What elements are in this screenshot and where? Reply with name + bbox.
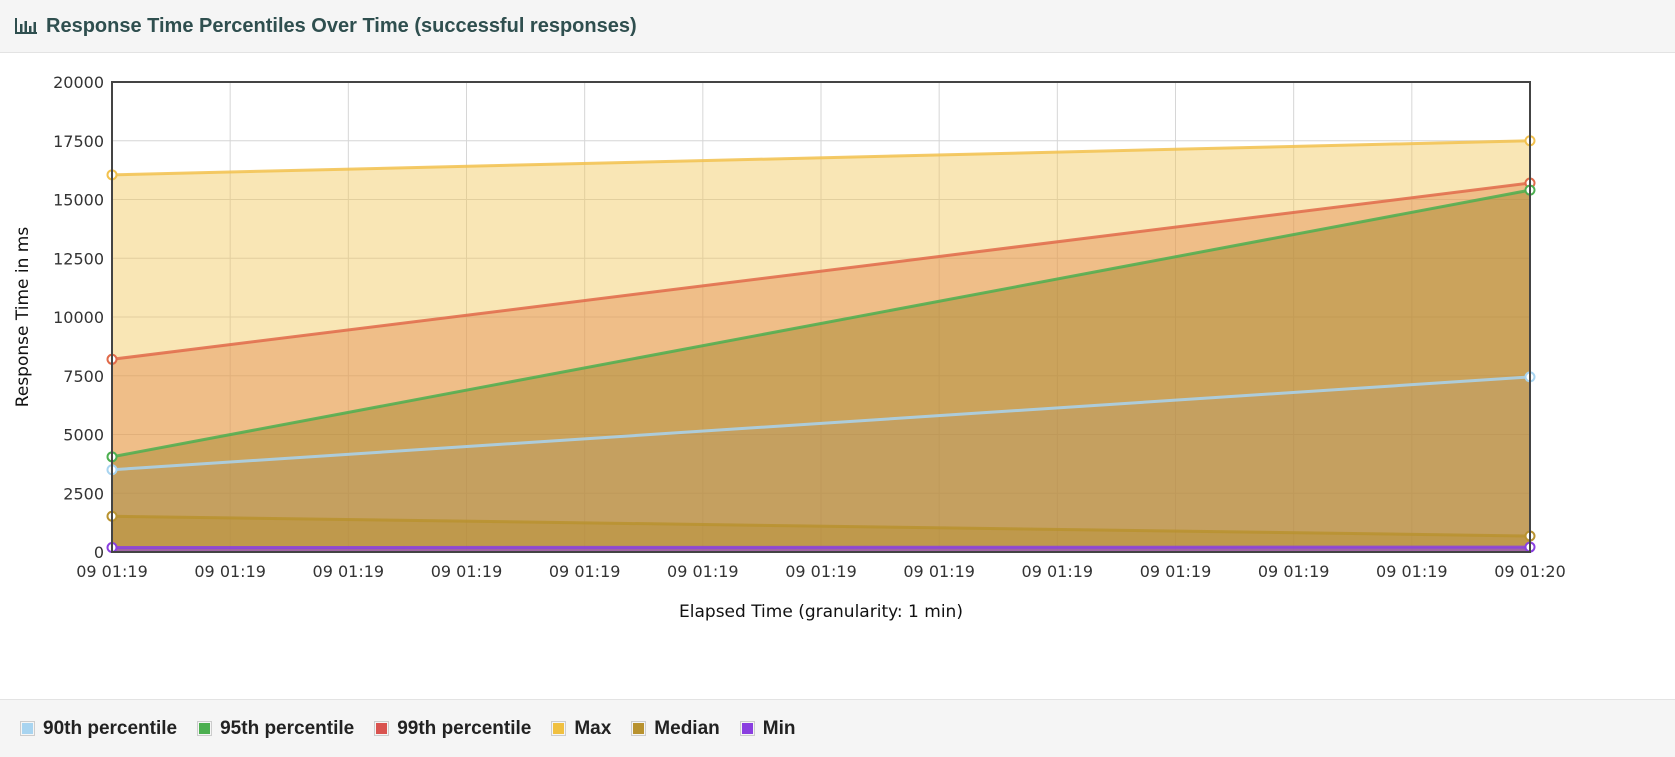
legend-item-95th-percentile[interactable]: 95th percentile <box>197 718 354 740</box>
bar-chart-icon <box>14 17 38 35</box>
y-tick-label: 15000 <box>53 191 104 210</box>
y-tick-label: 12500 <box>53 249 104 268</box>
x-tick-label: 09 01:19 <box>1022 562 1094 581</box>
x-tick-label: 09 01:19 <box>76 562 148 581</box>
legend-swatch <box>631 721 647 736</box>
y-tick-label: 20000 <box>53 73 104 92</box>
legend-label: 99th percentile <box>397 717 532 739</box>
series-line-99th-percentile[interactable] <box>111 181 1531 361</box>
series-line-max[interactable] <box>111 139 1531 177</box>
legend-item-max[interactable]: Max <box>551 718 611 740</box>
series-area-max <box>112 140 1530 552</box>
legend-label: 95th percentile <box>220 717 355 739</box>
x-tick-label: 09 01:19 <box>1140 562 1212 581</box>
series-area-90th-percentile <box>112 376 1530 552</box>
legend-swatch <box>739 721 755 736</box>
legend-label: Median <box>654 717 720 739</box>
legend-label: 90th percentile <box>43 717 178 739</box>
legend-item-90th-percentile[interactable]: 90th percentile <box>20 718 177 740</box>
x-tick-label: 09 01:19 <box>903 562 975 581</box>
chart-legend: 90th percentile 95th percentile 99th perce… <box>0 699 1675 757</box>
x-tick-label: 09 01:19 <box>667 562 739 581</box>
x-tick-label: 09 01:19 <box>549 562 621 581</box>
y-tick-label: 7500 <box>63 367 104 386</box>
y-tick-label: 2500 <box>63 484 104 503</box>
y-tick-label: 10000 <box>53 308 104 327</box>
legend-swatch <box>20 721 35 736</box>
legend-label: Min <box>762 717 796 739</box>
legend-label: Max <box>574 717 612 739</box>
series-area-median <box>112 516 1530 552</box>
percentiles-chart[interactable]: 2000017500150001250010000750050002500009… <box>0 52 1675 697</box>
series-line-90th-percentile[interactable] <box>111 375 1531 472</box>
legend-item-min[interactable]: Min <box>739 717 796 740</box>
legend-swatch <box>197 721 213 736</box>
legend-item-median[interactable]: Median <box>631 717 720 740</box>
x-tick-label: 09 01:20 <box>1494 562 1566 581</box>
x-tick-label: 09 01:19 <box>194 562 266 581</box>
x-tick-label: 09 01:19 <box>1258 562 1330 581</box>
series-line-median[interactable] <box>111 514 1531 538</box>
x-tick-label: 09 01:19 <box>313 562 385 581</box>
series-line-95th-percentile[interactable] <box>111 188 1531 459</box>
legend-swatch <box>551 721 567 736</box>
series-area-99th-percentile <box>112 183 1530 553</box>
plot-frame <box>111 81 1531 553</box>
legend-swatch <box>374 721 390 736</box>
y-tick-label: 17500 <box>53 132 104 151</box>
y-axis-title: Response Time in ms <box>13 227 33 408</box>
series-area-95th-percentile <box>112 190 1530 552</box>
legend-item-99th-percentile[interactable]: 99th percentile <box>374 718 531 740</box>
y-tick-label: 5000 <box>63 426 104 445</box>
chart-title: Response Time Percentiles Over Time (suc… <box>46 14 637 37</box>
chart-area[interactable]: 20000 17500 15000 12500 10000 7500 5000 2500 0 09… <box>0 52 1675 697</box>
chart-panel-header: Response Time Percentiles Over Time (suc… <box>0 0 1675 53</box>
y-tick-label: 0 <box>94 543 104 562</box>
x-tick-label: 09 01:19 <box>785 562 857 581</box>
x-tick-label: 09 01:19 <box>431 562 503 581</box>
x-axis-title: Elapsed Time (granularity: 1 min) <box>679 602 963 622</box>
x-tick-label: 09 01:19 <box>1376 562 1448 581</box>
